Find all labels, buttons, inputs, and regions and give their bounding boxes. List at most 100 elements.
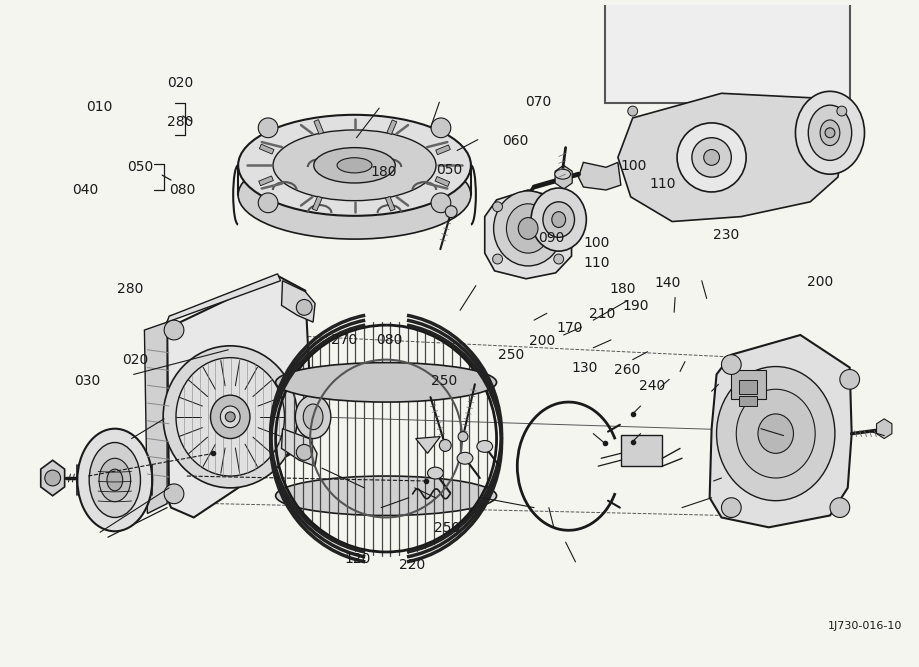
Ellipse shape: [457, 452, 473, 464]
Polygon shape: [484, 190, 572, 279]
Polygon shape: [578, 162, 621, 190]
Bar: [739, 380, 757, 394]
Ellipse shape: [796, 91, 865, 174]
Ellipse shape: [820, 120, 840, 145]
Circle shape: [837, 106, 846, 116]
Circle shape: [165, 320, 184, 340]
Text: 260: 260: [614, 363, 640, 377]
Text: 250: 250: [435, 520, 460, 534]
Text: 130: 130: [571, 361, 597, 375]
Ellipse shape: [303, 404, 323, 430]
Circle shape: [225, 412, 235, 422]
Ellipse shape: [295, 395, 331, 439]
Text: 110: 110: [584, 256, 610, 270]
Text: 240: 240: [639, 379, 665, 393]
Ellipse shape: [210, 395, 250, 439]
Ellipse shape: [758, 414, 793, 454]
Ellipse shape: [555, 169, 571, 179]
Text: 180: 180: [370, 165, 397, 179]
Circle shape: [458, 432, 468, 442]
Ellipse shape: [427, 467, 443, 479]
Text: 280: 280: [117, 281, 143, 295]
Bar: [436, 145, 450, 155]
Circle shape: [704, 149, 720, 165]
Text: 080: 080: [169, 183, 196, 197]
Bar: [385, 196, 395, 211]
Bar: [605, 0, 850, 103]
Text: 220: 220: [399, 558, 425, 572]
Bar: [312, 196, 323, 211]
Polygon shape: [144, 322, 167, 514]
Text: 190: 190: [623, 299, 649, 313]
Text: 210: 210: [589, 307, 616, 321]
Ellipse shape: [164, 346, 298, 488]
Text: 140: 140: [654, 276, 681, 290]
Circle shape: [830, 498, 850, 518]
Ellipse shape: [313, 147, 395, 183]
Ellipse shape: [717, 367, 834, 501]
Polygon shape: [618, 93, 845, 221]
Polygon shape: [167, 274, 280, 322]
Ellipse shape: [99, 458, 130, 502]
Circle shape: [45, 470, 61, 486]
Ellipse shape: [221, 406, 240, 428]
Text: 030: 030: [74, 374, 101, 388]
Ellipse shape: [518, 217, 538, 239]
Ellipse shape: [276, 363, 496, 402]
Ellipse shape: [543, 202, 574, 237]
Text: 050: 050: [437, 163, 462, 177]
Text: 050: 050: [127, 160, 153, 174]
Circle shape: [493, 202, 503, 211]
Text: 200: 200: [807, 275, 834, 289]
Text: 100: 100: [584, 236, 610, 250]
Polygon shape: [281, 281, 315, 322]
Ellipse shape: [276, 476, 496, 516]
Ellipse shape: [176, 358, 285, 476]
Ellipse shape: [809, 105, 852, 160]
Bar: [314, 119, 323, 134]
Circle shape: [258, 118, 278, 137]
Text: 200: 200: [529, 334, 556, 348]
Text: 010: 010: [86, 99, 112, 113]
Circle shape: [493, 254, 503, 264]
Text: 040: 040: [73, 183, 99, 197]
Bar: [259, 144, 274, 154]
Text: 230: 230: [713, 228, 740, 242]
Circle shape: [721, 355, 742, 374]
Bar: [621, 435, 663, 466]
Circle shape: [296, 299, 312, 315]
Text: 090: 090: [539, 231, 565, 245]
Ellipse shape: [551, 211, 565, 227]
Polygon shape: [40, 460, 64, 496]
Bar: [387, 120, 397, 135]
Text: 280: 280: [166, 115, 193, 129]
Ellipse shape: [238, 115, 471, 216]
Ellipse shape: [77, 429, 153, 532]
Circle shape: [628, 106, 638, 116]
Polygon shape: [281, 429, 317, 466]
Polygon shape: [555, 165, 573, 189]
Circle shape: [677, 123, 746, 192]
Circle shape: [258, 193, 278, 213]
Ellipse shape: [238, 151, 471, 239]
Circle shape: [554, 202, 563, 211]
Text: 020: 020: [122, 353, 149, 367]
Ellipse shape: [477, 440, 493, 452]
Text: 020: 020: [167, 77, 193, 91]
Bar: [259, 176, 273, 185]
Bar: [739, 396, 757, 406]
Text: 270: 270: [331, 333, 357, 347]
Ellipse shape: [531, 188, 586, 251]
Circle shape: [721, 498, 742, 518]
Polygon shape: [877, 419, 892, 439]
Text: 1J730-016-10: 1J730-016-10: [828, 621, 902, 631]
Text: 060: 060: [502, 133, 528, 147]
Bar: [732, 370, 766, 399]
Text: 100: 100: [620, 159, 646, 173]
Circle shape: [439, 440, 451, 452]
Text: 180: 180: [609, 281, 636, 295]
Circle shape: [554, 254, 563, 264]
Text: 080: 080: [376, 333, 403, 347]
Ellipse shape: [273, 130, 436, 201]
Bar: [435, 177, 449, 187]
